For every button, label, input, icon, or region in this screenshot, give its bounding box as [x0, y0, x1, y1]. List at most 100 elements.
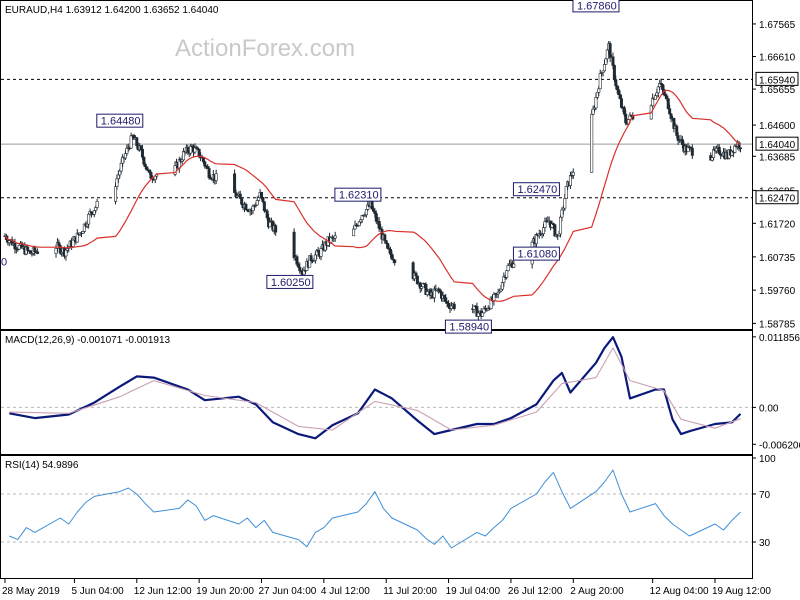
candle-body	[444, 297, 448, 303]
macd-y-tick-label: -0.006206	[759, 440, 800, 451]
candle-body	[655, 92, 659, 96]
price-annotation-box	[96, 113, 144, 128]
candle-body	[388, 248, 392, 255]
x-axis: 28 May 2019 5 Jun 04:00 12 Jun 12:00 19 Jun…	[2, 579, 771, 597]
candle-body	[87, 214, 91, 225]
candle-body	[274, 225, 278, 233]
price-moving-average	[4, 89, 741, 302]
price-annotation-label: 1.58940	[449, 322, 489, 334]
candle-body	[238, 193, 242, 199]
candle-body	[359, 219, 363, 223]
candle-body	[203, 161, 207, 167]
candle-body	[352, 228, 356, 237]
candle-body	[608, 43, 612, 59]
x-tick-label: 19 Aug 12:00	[712, 586, 771, 597]
candle-body	[665, 95, 669, 99]
price-level-tag	[755, 71, 799, 86]
candle-body	[261, 197, 265, 202]
price-level-tag	[755, 136, 799, 151]
candle-body	[594, 97, 598, 109]
candle-body	[714, 147, 718, 152]
rsi-panel: RSI(14) 54.9896 100 70 30	[1, 454, 776, 549]
x-tick-label: 19 Jun 20:00	[196, 586, 254, 597]
candle-body	[296, 263, 300, 268]
price-panel-title: EURAUD,H4 1.63912 1.64200 1.63652 1.6404…	[5, 5, 219, 16]
price-y-tick-label: 1.59760	[759, 286, 796, 297]
candle-body	[295, 256, 299, 265]
candle-body	[115, 178, 119, 187]
candle-body	[591, 108, 595, 115]
candle-body	[36, 251, 40, 254]
candle-body	[251, 205, 255, 212]
rsi-panel-title: RSI(14) 54.9896	[5, 460, 79, 471]
price-y-tick-label: 1.66610	[759, 53, 796, 64]
candle-body	[653, 95, 657, 100]
candle-body	[129, 135, 133, 149]
price-level-tag	[755, 190, 799, 205]
watermark: ActionForex.com	[175, 35, 355, 62]
candle-body	[92, 210, 96, 215]
price-y-tick-label: 1.61720	[759, 219, 796, 230]
candle-body	[618, 94, 622, 99]
candle-body	[370, 201, 374, 210]
x-tick-label: 4 Jul 12:00	[321, 586, 370, 597]
price-annotation-box	[266, 274, 314, 289]
candle-body	[135, 137, 139, 147]
candle-body	[262, 201, 266, 211]
candle-body	[313, 254, 317, 261]
candle-body	[125, 147, 129, 154]
price-annotation-label: 1.64480	[101, 116, 141, 128]
candle-body	[357, 221, 361, 226]
candle-body	[602, 64, 606, 72]
candle-body	[669, 113, 673, 119]
price-panel: EURAUD,H4 1.63912 1.64200 1.63652 1.6404…	[1, 0, 799, 334]
candle-body	[364, 209, 368, 216]
candle-body	[590, 113, 594, 173]
price-partial-label: 0	[1, 256, 7, 268]
price-panel-frame	[0, 0, 753, 330]
candle-body	[476, 312, 480, 317]
candle-body	[118, 170, 122, 176]
candle-body	[207, 168, 211, 178]
candle-body	[611, 56, 615, 66]
candle-body	[33, 247, 37, 253]
frames	[0, 0, 753, 579]
candle-body	[373, 211, 377, 214]
price-y-tick-label: 1.60735	[759, 253, 796, 264]
candle-body	[95, 201, 99, 208]
candle-body	[563, 198, 567, 209]
macd-y-tick-label: 0.00	[759, 403, 779, 414]
candle-body	[571, 171, 575, 176]
macd-panel: MACD(12,26,9) -0.001071 -0.001913 0.0118…	[1, 333, 800, 451]
rsi-y-tick-label: 30	[759, 538, 771, 549]
candle-body	[64, 249, 68, 257]
price-annotation-box	[334, 187, 382, 202]
candle-body	[265, 210, 269, 219]
candle-body	[481, 312, 485, 317]
candle-body	[605, 49, 609, 60]
candle-body	[214, 173, 218, 181]
moving-average-line	[4, 89, 741, 302]
price-annotations: 1.64480 1.60250 1.62310 1.58940 1.61080 1.624…	[1, 0, 620, 334]
candle-body	[414, 272, 418, 277]
candle-body	[614, 79, 618, 87]
candle-body	[512, 263, 516, 268]
candle-body	[143, 163, 147, 167]
candle-body	[233, 173, 237, 193]
candle-body	[116, 174, 120, 180]
price-y-tick-label: 1.67565	[759, 20, 796, 31]
x-tick-label: 19 Jul 04:00	[446, 586, 501, 597]
x-tick-label: 12 Jun 12:00	[134, 586, 192, 597]
x-tick-label: 11 Jul 20:00	[383, 586, 437, 597]
price-annotation-box	[512, 182, 560, 197]
candle-body	[149, 172, 153, 179]
price-y-tick-label: 1.64600	[759, 121, 796, 132]
candle-body	[661, 84, 665, 90]
x-tick-label: 28 May 2019	[2, 586, 60, 597]
macd-y-tick-label: 0.011856	[759, 333, 800, 344]
candle-body	[506, 265, 510, 272]
x-tick-label: 2 Aug 20:00	[570, 586, 624, 597]
candle-body	[292, 231, 296, 259]
candle-body	[13, 242, 17, 250]
